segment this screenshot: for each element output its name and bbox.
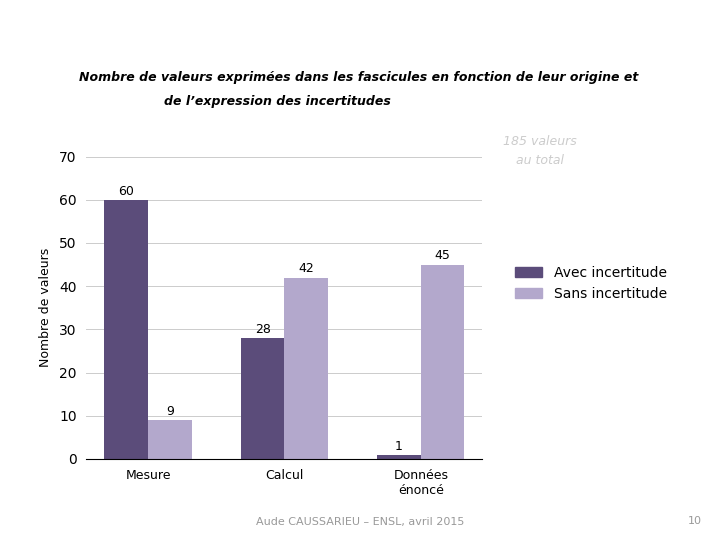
Text: 10: 10	[688, 516, 702, 526]
Bar	[377, 455, 420, 459]
Text: 1: 1	[395, 440, 403, 453]
Legend: Avec incertitude, Sans incertitude: Avec incertitude, Sans incertitude	[509, 260, 672, 306]
Text: 28: 28	[255, 323, 271, 336]
Bar	[420, 265, 464, 459]
Text: Nombre de valeurs exprimées dans les fascicules en fonction de leur origine et: Nombre de valeurs exprimées dans les fas…	[79, 71, 639, 84]
Text: 45: 45	[435, 249, 451, 262]
Text: 60: 60	[118, 185, 134, 198]
Text: Aude CAUSSARIEU – ENSL, avril 2015: Aude CAUSSARIEU – ENSL, avril 2015	[256, 516, 464, 526]
Bar	[284, 278, 328, 459]
Bar	[148, 420, 192, 459]
Bar	[104, 200, 148, 459]
Y-axis label: Nombre de valeurs: Nombre de valeurs	[39, 248, 52, 367]
Text: Résultats – règle implicite: Résultats – règle implicite	[18, 23, 304, 43]
Text: de l’expression des incertitudes: de l’expression des incertitudes	[163, 95, 391, 108]
Text: 185 valeurs
au total: 185 valeurs au total	[503, 135, 577, 167]
Text: 42: 42	[298, 262, 314, 275]
Text: 9: 9	[166, 405, 174, 418]
Bar	[240, 338, 284, 459]
